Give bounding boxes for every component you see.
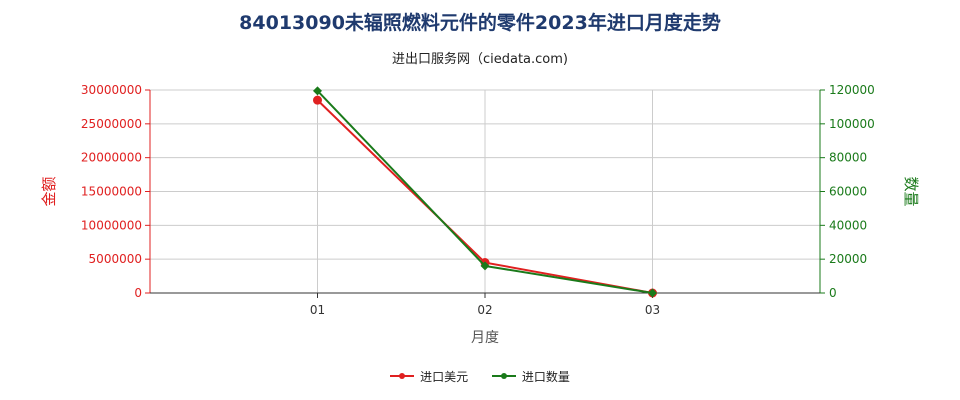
right-axis-tick-label: 20000 [829, 252, 867, 266]
legend-label-import-usd: 进口美元 [420, 369, 469, 384]
right-axis-title: 数量 [902, 176, 920, 206]
left-axis-tick-label: 0 [134, 286, 142, 300]
data-point-import-usd [313, 95, 322, 105]
legend-item-import-usd[interactable]: 进口美元 [390, 368, 468, 385]
x-axis-tick-label: 03 [645, 303, 660, 317]
legend-label-import-qty: 进口数量 [521, 369, 570, 384]
left-axis-tick-label: 15000000 [81, 185, 142, 199]
right-axis-tick-label: 100000 [829, 117, 875, 131]
right-axis-tick-label: 40000 [829, 218, 867, 232]
x-axis-title: 月度 [471, 330, 499, 346]
chart-subtitle: 进出口服务网（ciedata.com) [391, 52, 568, 67]
left-axis-title: 金额 [40, 176, 58, 206]
legend-swatch-import-qty [491, 373, 516, 379]
left-axis-tick-label: 20000000 [81, 151, 142, 165]
legend-item-import-qty[interactable]: 进口数量 [491, 368, 570, 385]
x-axis-tick-label: 01 [310, 303, 325, 317]
chart-legend: 进口美元 进口数量 [0, 366, 960, 385]
chart-title: 84013090未辐照燃料元件的零件2023年进口月度走势 [239, 12, 721, 34]
right-axis-tick-label: 120000 [829, 83, 875, 97]
left-axis-tick-label: 25000000 [81, 117, 142, 131]
left-axis-tick-label: 10000000 [81, 218, 142, 232]
right-axis-tick-label: 60000 [829, 185, 867, 199]
data-point-import-qty [480, 261, 490, 271]
right-axis-tick-label: 80000 [829, 151, 867, 165]
x-axis-tick-label: 02 [477, 303, 492, 317]
legend-swatch-import-usd [390, 373, 415, 379]
left-axis-tick-label: 5000000 [89, 252, 142, 266]
data-point-import-qty [313, 86, 322, 96]
data-point-import-qty [648, 288, 657, 298]
right-axis-tick-label: 0 [829, 286, 837, 300]
left-axis-tick-label: 30000000 [81, 83, 142, 97]
